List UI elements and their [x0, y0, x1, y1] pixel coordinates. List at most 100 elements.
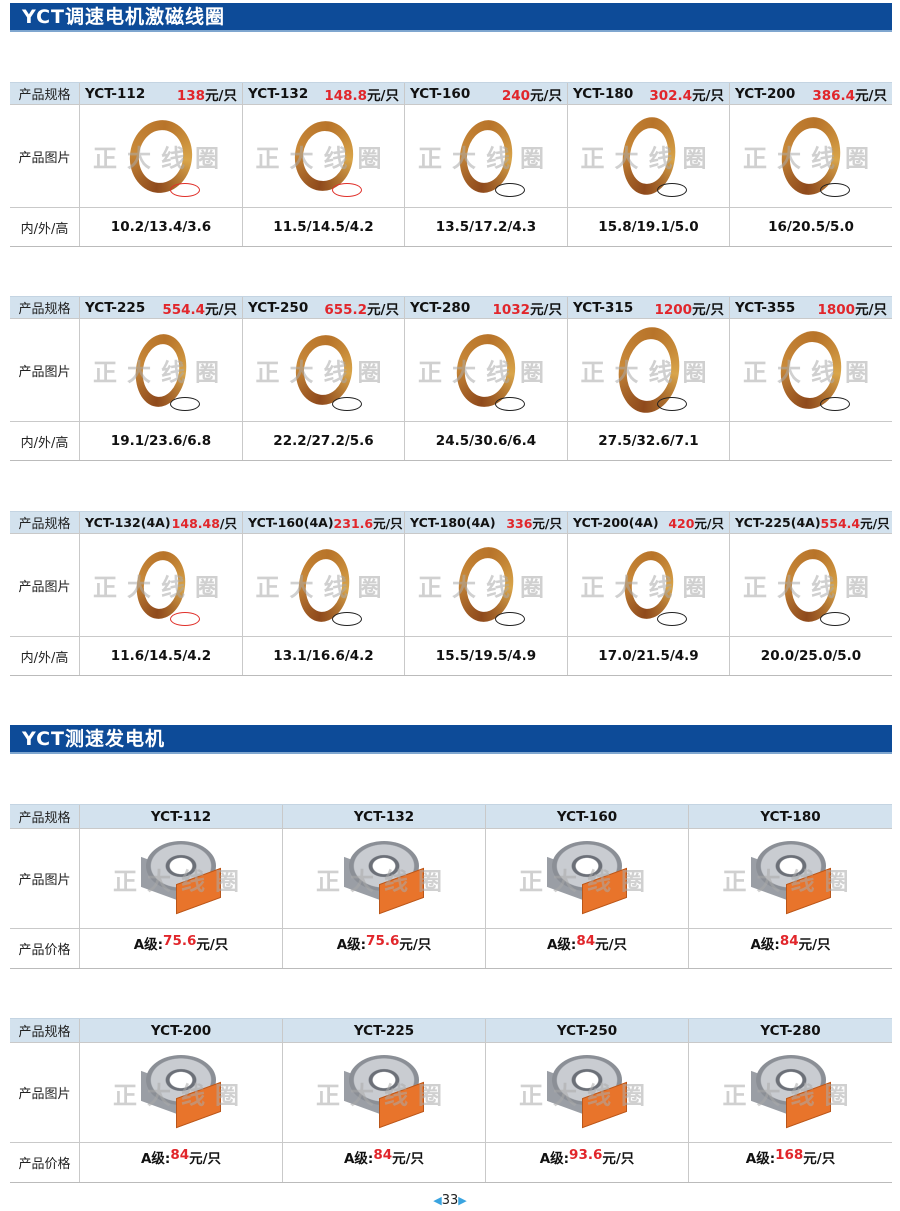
spec-cell: YCT-200(4A) 420元/只	[567, 512, 729, 533]
model-name: YCT-250	[248, 299, 309, 316]
price-value: 1800	[817, 301, 856, 318]
lead-wire	[332, 183, 362, 197]
price-cell: A级: 84 元/只	[688, 929, 892, 968]
product-image: 正大线圈	[688, 829, 892, 928]
dims-cell: 10.2/13.4/3.6	[79, 208, 242, 246]
price-value: 138	[176, 87, 206, 104]
watermark: 正大线圈	[580, 358, 717, 387]
row-label-image: 产品图片	[18, 873, 71, 888]
price-unit: 元/只	[196, 937, 229, 953]
product-image: 正大线圈	[485, 1043, 688, 1142]
model-name: YCT-132	[248, 85, 309, 102]
price-value: 84	[170, 1147, 190, 1163]
price-value: 84	[779, 933, 799, 949]
product-image: 正大线圈	[282, 829, 485, 928]
grade-label: A级:	[745, 1151, 776, 1167]
price-unit: 元/只	[694, 516, 724, 531]
price-value: 554.4	[820, 516, 861, 531]
model-name: YCT-180(4A)	[410, 515, 496, 530]
lead-wire	[819, 612, 850, 626]
generator-image	[131, 836, 231, 921]
watermark: 正大线圈	[113, 1081, 249, 1109]
grade-label: A级:	[336, 937, 367, 953]
watermark: 正大线圈	[316, 867, 452, 895]
dims-cell	[729, 422, 892, 460]
model-name: YCT-200	[735, 85, 796, 102]
spec-cell: YCT-280 1032元/只	[404, 297, 567, 318]
price-value: 420	[668, 516, 695, 531]
price-value: 386.4	[812, 87, 856, 104]
price-unit: 元/只	[855, 301, 887, 318]
coil-table: 产品规格 YCT-132(4A) 148.48/只 YCT-160(4A) 231.6元…	[10, 511, 892, 676]
model-name: YCT-225(4A)	[735, 515, 821, 530]
dims-cell: 24.5/30.6/6.4	[404, 422, 567, 460]
row-label-spec: 产品规格	[18, 1025, 71, 1040]
watermark: 正大线圈	[722, 1081, 859, 1109]
watermark: 正大线圈	[743, 144, 879, 173]
price-value: 240	[501, 87, 531, 104]
price-value: 93.6	[569, 1147, 603, 1163]
spec-cell: YCT-225(4A) 554.4元/只	[729, 512, 892, 533]
watermark: 正大线圈	[93, 144, 229, 173]
coil-table: 产品规格 YCT-225 554.4元/只 YCT-250 655.2元/只 YCT-28…	[10, 296, 892, 461]
price-cell: A级: 75.6 元/只	[282, 929, 485, 968]
lead-wire	[169, 397, 200, 411]
product-image: 正大线圈	[242, 105, 404, 207]
row-label-image: 产品图片	[18, 364, 71, 380]
product-image: 正大线圈	[567, 105, 729, 207]
row-label-dims: 内/外/高	[20, 650, 69, 666]
lead-wire	[169, 183, 200, 197]
generator-table: 产品规格 YCT-112 YCT-132 YCT-160 YCT-180 产品图片 正大线圈…	[10, 804, 892, 969]
product-image: 正大线圈	[79, 829, 282, 928]
left-arrow-icon: ◀	[433, 1194, 442, 1207]
row-label-price: 产品价格	[18, 1157, 71, 1172]
section-title-generators: YCT测速发电机	[10, 725, 892, 754]
grade-label: A级:	[546, 937, 577, 953]
lead-wire	[657, 612, 687, 626]
model-name: YCT-132(4A)	[85, 515, 171, 530]
dims-cell: 13.1/16.6/4.2	[242, 637, 404, 675]
price-unit: 元/只	[530, 87, 562, 104]
dims-cell: 15.5/19.5/4.9	[404, 637, 567, 675]
product-image: 正大线圈	[242, 534, 404, 636]
price-cell: A级: 84 元/只	[79, 1143, 282, 1182]
generator-image	[741, 836, 841, 921]
watermark: 正大线圈	[255, 144, 392, 173]
row-label-dims: 内/外/高	[20, 435, 69, 451]
generator-image	[334, 836, 434, 921]
product-image: 正大线圈	[485, 829, 688, 928]
product-image: 正大线圈	[729, 105, 892, 207]
watermark: 正大线圈	[580, 573, 717, 602]
price-unit: 元/只	[692, 301, 724, 318]
watermark: 正大线圈	[255, 358, 392, 387]
watermark: 正大线圈	[418, 144, 554, 173]
spec-cell: YCT-180(4A) 336元/只	[404, 512, 567, 533]
dims-cell: 16/20.5/5.0	[729, 208, 892, 246]
price-unit: 元/只	[205, 301, 237, 318]
model-name: YCT-200	[79, 1019, 282, 1042]
model-name: YCT-200(4A)	[573, 515, 659, 530]
grade-label: A级:	[343, 1151, 374, 1167]
product-image: 正大线圈	[567, 534, 729, 636]
product-image: 正大线圈	[404, 105, 567, 207]
price-unit: 元/只	[367, 87, 399, 104]
watermark: 正大线圈	[722, 867, 859, 895]
price-unit: 元/只	[602, 1151, 635, 1167]
row-label-image: 产品图片	[18, 579, 71, 595]
lead-wire	[332, 612, 362, 626]
row-label-dims: 内/外/高	[20, 221, 69, 237]
price-cell: A级: 75.6 元/只	[79, 929, 282, 968]
price-unit: 元/只	[532, 516, 562, 531]
row-label-image: 产品图片	[18, 150, 71, 166]
row-label-spec: 产品规格	[18, 302, 71, 317]
price-value: 336	[506, 516, 533, 531]
dims-cell: 17.0/21.5/4.9	[567, 637, 729, 675]
lead-wire	[657, 397, 687, 411]
lead-wire	[169, 612, 200, 626]
price-value: 148.48	[171, 516, 220, 531]
model-name: YCT-315	[573, 299, 634, 316]
price-cell: A级: 84 元/只	[485, 929, 688, 968]
spec-cell: YCT-112 138元/只	[79, 83, 242, 104]
model-name: YCT-112	[85, 85, 146, 102]
price-unit: 元/只	[373, 516, 403, 531]
